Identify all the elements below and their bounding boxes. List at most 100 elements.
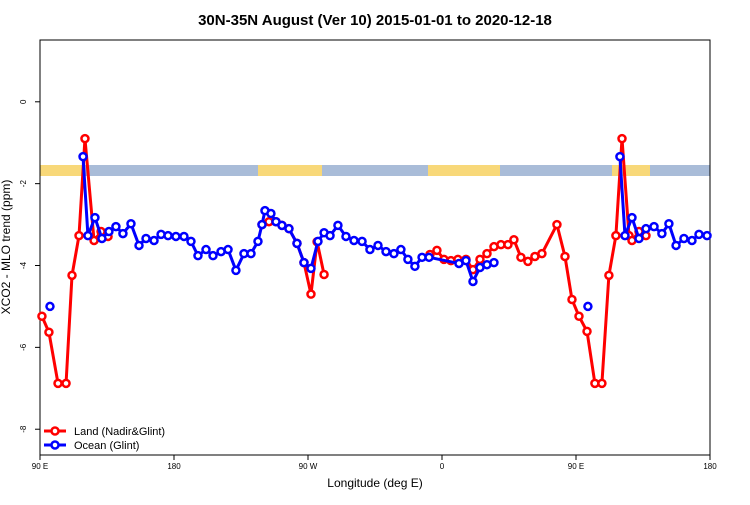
data-point xyxy=(257,219,267,230)
data-point xyxy=(461,255,471,266)
data-point xyxy=(126,219,136,229)
data-point xyxy=(679,233,689,244)
data-point xyxy=(53,378,63,389)
data-point xyxy=(171,231,181,242)
data-point xyxy=(396,244,406,255)
data-point xyxy=(671,240,681,251)
data-point xyxy=(615,151,625,162)
data-point xyxy=(284,223,294,234)
data-point xyxy=(89,235,99,246)
data-point xyxy=(61,378,71,389)
x-tick-label: 90 W xyxy=(299,462,318,471)
data-point xyxy=(560,251,570,262)
data-point xyxy=(634,233,644,244)
data-point xyxy=(687,235,697,246)
data-point xyxy=(78,151,88,162)
data-point xyxy=(357,236,367,247)
data-point xyxy=(277,220,287,231)
data-point xyxy=(179,231,189,242)
data-point xyxy=(509,234,519,245)
data-point xyxy=(163,230,173,241)
data-point xyxy=(468,276,478,287)
data-point xyxy=(365,244,375,255)
legend-marker xyxy=(50,426,60,436)
data-point xyxy=(349,235,359,246)
data-point xyxy=(381,246,391,257)
data-point xyxy=(313,236,323,247)
data-point xyxy=(319,269,329,280)
x-tick-label: 90 E xyxy=(32,462,48,471)
data-point xyxy=(333,220,343,231)
data-point xyxy=(104,226,114,237)
data-point xyxy=(67,270,77,281)
x-tick-label: 180 xyxy=(703,462,717,471)
data-point xyxy=(141,233,151,244)
data-point xyxy=(627,212,637,223)
data-point xyxy=(503,239,513,250)
data-point xyxy=(118,228,128,239)
data-point xyxy=(134,240,144,251)
data-point xyxy=(475,254,485,265)
plot-frame xyxy=(39,39,711,456)
data-point xyxy=(410,261,420,272)
y-tick-label: 0 xyxy=(19,99,28,104)
data-point xyxy=(193,250,203,261)
data-point xyxy=(583,301,593,312)
data-point xyxy=(424,252,434,263)
data-point xyxy=(253,236,263,247)
data-point xyxy=(45,301,55,312)
legend-marker xyxy=(50,440,60,450)
data-point xyxy=(523,256,533,267)
data-point xyxy=(649,221,659,232)
data-point xyxy=(246,248,256,259)
data-point xyxy=(702,230,712,241)
data-point xyxy=(664,219,674,229)
data-point xyxy=(90,212,100,223)
data-point xyxy=(74,230,84,241)
data-point xyxy=(149,235,159,246)
y-tick-label: -6 xyxy=(19,343,28,351)
land-mask-strip xyxy=(40,165,710,176)
data-point xyxy=(389,248,399,259)
data-point xyxy=(97,233,107,244)
x-tick-label: 90 E xyxy=(568,462,584,471)
data-point xyxy=(567,294,577,305)
data-point xyxy=(552,219,562,230)
data-point xyxy=(582,326,592,337)
data-point xyxy=(299,257,309,268)
chart-title: 30N-35N August (Ver 10) 2015-01-01 to 20… xyxy=(198,12,552,29)
data-point xyxy=(231,265,241,276)
data-point xyxy=(37,311,47,322)
legend-label: Ocean (Glint) xyxy=(74,440,139,452)
data-point xyxy=(657,228,667,239)
data-point xyxy=(432,245,442,256)
data-point xyxy=(208,250,218,261)
data-point xyxy=(604,270,614,281)
legend-label: Land (Nadir&Glint) xyxy=(74,426,165,438)
data-point xyxy=(641,223,651,234)
data-point xyxy=(44,327,54,337)
data-point xyxy=(83,230,93,241)
data-point xyxy=(341,231,351,242)
y-tick-label: -4 xyxy=(19,261,28,269)
data-point xyxy=(111,221,121,232)
data-point xyxy=(266,208,276,219)
data-point xyxy=(694,229,704,240)
y-tick-label: -2 xyxy=(19,180,28,188)
data-point xyxy=(306,289,316,299)
data-point xyxy=(574,311,584,322)
data-point xyxy=(516,252,526,263)
data-point xyxy=(597,378,607,389)
data-point xyxy=(611,230,621,241)
data-point xyxy=(325,230,335,241)
data-point xyxy=(482,248,492,259)
x-axis-label: Longitude (deg E) xyxy=(327,476,422,490)
data-point xyxy=(403,254,413,265)
x-tick-label: 180 xyxy=(167,462,181,471)
data-point xyxy=(80,133,90,144)
y-tick-label: -8 xyxy=(19,425,28,433)
y-axis-label: XCO2 - MLO trend (ppm) xyxy=(0,180,13,315)
data-point xyxy=(186,236,196,247)
data-point xyxy=(617,133,627,144)
